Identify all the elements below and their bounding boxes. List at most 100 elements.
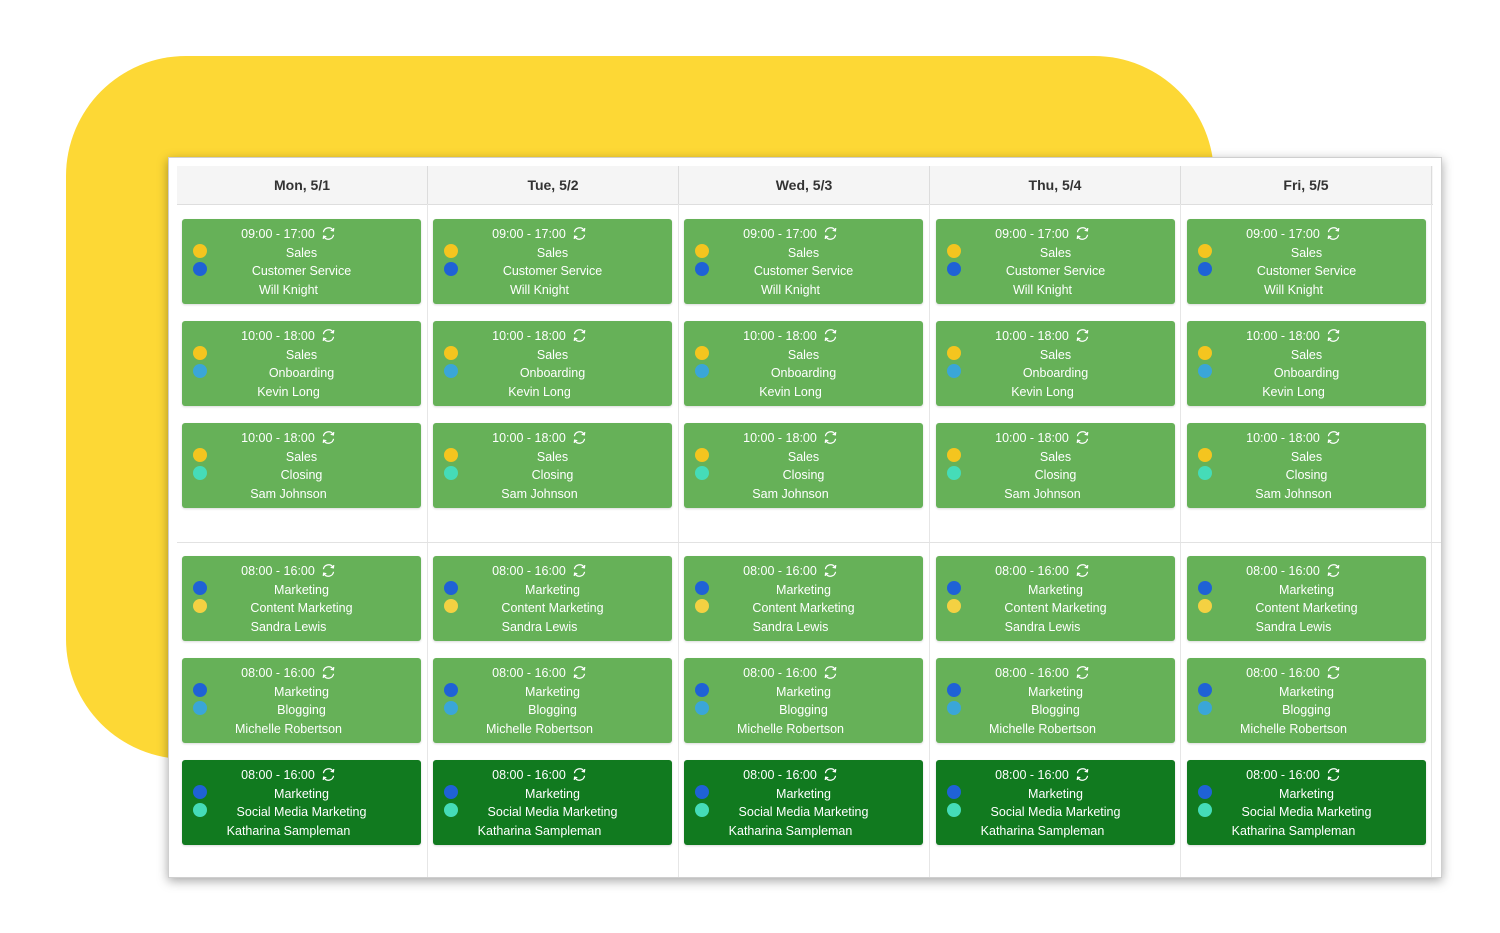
shift-time-line: 09:00 - 17:00: [936, 225, 1175, 244]
department-color-dot: [444, 785, 458, 799]
shift-card[interactable]: 08:00 - 16:00 Marketing Blogging Michelle R…: [936, 658, 1175, 743]
shift-card[interactable]: 09:00 - 17:00 Sales Customer Service Will K…: [1187, 219, 1426, 304]
recurring-icon: [322, 329, 335, 342]
role-color-dot: [444, 466, 458, 480]
shift-department: Marketing: [1279, 786, 1334, 801]
shift-card[interactable]: 10:00 - 18:00 Sales Onboarding Kevin Long: [936, 321, 1175, 406]
role-color-dot: [947, 262, 961, 276]
shift-time: 09:00 - 17:00: [743, 227, 817, 241]
shift-time: 08:00 - 16:00: [995, 768, 1069, 782]
shift-card[interactable]: 10:00 - 18:00 Sales Closing Sam Johnson: [182, 423, 421, 508]
shift-time: 10:00 - 18:00: [743, 431, 817, 445]
shift-employee: Sam Johnson: [1255, 486, 1332, 501]
shift-employee: Sandra Lewis: [752, 619, 829, 634]
shift-card[interactable]: 08:00 - 16:00 Marketing Content Marketing S…: [182, 556, 421, 641]
shift-department: Marketing: [1279, 684, 1334, 699]
shift-card[interactable]: 08:00 - 16:00 Marketing Blogging Michelle R…: [1187, 658, 1426, 743]
shift-card[interactable]: 10:00 - 18:00 Sales Onboarding Kevin Long: [182, 321, 421, 406]
recurring-icon: [322, 564, 335, 577]
shift-employee: Katharina Sampleman: [226, 823, 351, 838]
shift-time-line: 10:00 - 18:00: [1187, 327, 1426, 346]
shift-time: 08:00 - 16:00: [1246, 666, 1320, 680]
shift-card[interactable]: 10:00 - 18:00 Sales Onboarding Kevin Long: [684, 321, 923, 406]
shift-card[interactable]: 10:00 - 18:00 Sales Onboarding Kevin Long: [433, 321, 672, 406]
shift-department: Marketing: [525, 582, 580, 597]
recurring-icon: [1076, 431, 1089, 444]
shift-employee: Will Knight: [1012, 282, 1073, 297]
shift-department: Sales: [285, 245, 318, 260]
shift-time: 10:00 - 18:00: [241, 431, 315, 445]
shift-department: Marketing: [776, 582, 831, 597]
shift-time-line: 08:00 - 16:00: [936, 766, 1175, 785]
shift-employee: Michelle Robertson: [486, 721, 593, 736]
recurring-icon: [1076, 564, 1089, 577]
shift-time-line: 10:00 - 18:00: [936, 327, 1175, 346]
shift-card[interactable]: 08:00 - 16:00 Marketing Content Marketing S…: [684, 556, 923, 641]
day-header-fri[interactable]: Fri, 5/5: [1181, 166, 1432, 204]
shift-department: Marketing: [525, 684, 580, 699]
shift-employee: Will Knight: [760, 282, 821, 297]
shift-role: Blogging: [528, 703, 577, 717]
shift-role: Blogging: [277, 703, 326, 717]
recurring-icon: [322, 227, 335, 240]
shift-role: Customer Service: [1256, 264, 1357, 278]
department-color-dot: [1198, 448, 1212, 462]
role-color-dot: [444, 701, 458, 715]
day-header-wed[interactable]: Wed, 5/3: [679, 166, 930, 204]
shift-card[interactable]: 08:00 - 16:00 Marketing Blogging Michelle R…: [182, 658, 421, 743]
department-color-dot: [1198, 785, 1212, 799]
shift-card[interactable]: 10:00 - 18:00 Sales Closing Sam Johnson: [936, 423, 1175, 508]
shift-time-line: 08:00 - 16:00: [684, 562, 923, 581]
day-header-mon[interactable]: Mon, 5/1: [177, 166, 428, 204]
shift-employee: Sandra Lewis: [250, 619, 327, 634]
department-color-dot: [193, 244, 207, 258]
shift-card[interactable]: 08:00 - 16:00 Marketing Content Marketing S…: [1187, 556, 1426, 641]
recurring-icon: [824, 329, 837, 342]
recurring-icon: [1327, 329, 1340, 342]
shift-employee: Sam Johnson: [501, 486, 578, 501]
shift-card[interactable]: 10:00 - 18:00 Sales Onboarding Kevin Long: [1187, 321, 1426, 406]
shift-card[interactable]: 09:00 - 17:00 Sales Customer Service Will K…: [433, 219, 672, 304]
recurring-icon: [1327, 564, 1340, 577]
department-color-dot: [695, 346, 709, 360]
recurring-icon: [322, 431, 335, 444]
recurring-icon: [573, 768, 586, 781]
shift-time-line: 08:00 - 16:00: [182, 562, 421, 581]
shift-card[interactable]: 08:00 - 16:00 Marketing Content Marketing S…: [433, 556, 672, 641]
shift-card[interactable]: 10:00 - 18:00 Sales Closing Sam Johnson: [684, 423, 923, 508]
department-color-dot: [1198, 683, 1212, 697]
shift-card[interactable]: 09:00 - 17:00 Sales Customer Service Will K…: [936, 219, 1175, 304]
shift-employee: Will Knight: [1263, 282, 1324, 297]
role-color-dot: [947, 599, 961, 613]
shift-card[interactable]: 08:00 - 16:00 Marketing Social Media Marke…: [684, 760, 923, 845]
department-color-dot: [1198, 581, 1212, 595]
department-color-dot: [444, 244, 458, 258]
recurring-icon: [1327, 666, 1340, 679]
shift-department: Marketing: [776, 786, 831, 801]
shift-card[interactable]: 08:00 - 16:00 Marketing Social Media Marke…: [182, 760, 421, 845]
shift-time-line: 09:00 - 17:00: [1187, 225, 1426, 244]
shift-card[interactable]: 08:00 - 16:00 Marketing Social Media Marke…: [936, 760, 1175, 845]
shift-card[interactable]: 08:00 - 16:00 Marketing Blogging Michelle R…: [433, 658, 672, 743]
shift-card[interactable]: 08:00 - 16:00 Marketing Content Marketing S…: [936, 556, 1175, 641]
shift-time-line: 09:00 - 17:00: [684, 225, 923, 244]
shift-employee: Sandra Lewis: [1255, 619, 1332, 634]
shift-employee: Michelle Robertson: [1240, 721, 1347, 736]
shift-time-line: 08:00 - 16:00: [433, 766, 672, 785]
shift-card[interactable]: 08:00 - 16:00 Marketing Blogging Michelle R…: [684, 658, 923, 743]
shift-card[interactable]: 08:00 - 16:00 Marketing Social Media Marke…: [433, 760, 672, 845]
shift-time: 10:00 - 18:00: [492, 431, 566, 445]
shift-card[interactable]: 09:00 - 17:00 Sales Customer Service Will K…: [684, 219, 923, 304]
day-header-thu[interactable]: Thu, 5/4: [930, 166, 1181, 204]
shift-card[interactable]: 10:00 - 18:00 Sales Closing Sam Johnson: [1187, 423, 1426, 508]
shift-card[interactable]: 10:00 - 18:00 Sales Closing Sam Johnson: [433, 423, 672, 508]
day-header-tue[interactable]: Tue, 5/2: [428, 166, 679, 204]
shift-department: Sales: [536, 347, 569, 362]
shift-card[interactable]: 08:00 - 16:00 Marketing Social Media Marke…: [1187, 760, 1426, 845]
shift-time-line: 08:00 - 16:00: [936, 664, 1175, 683]
recurring-icon: [824, 666, 837, 679]
shift-card[interactable]: 09:00 - 17:00 Sales Customer Service Will K…: [182, 219, 421, 304]
shift-time: 08:00 - 16:00: [1246, 768, 1320, 782]
shift-department: Marketing: [274, 582, 329, 597]
role-color-dot: [947, 803, 961, 817]
